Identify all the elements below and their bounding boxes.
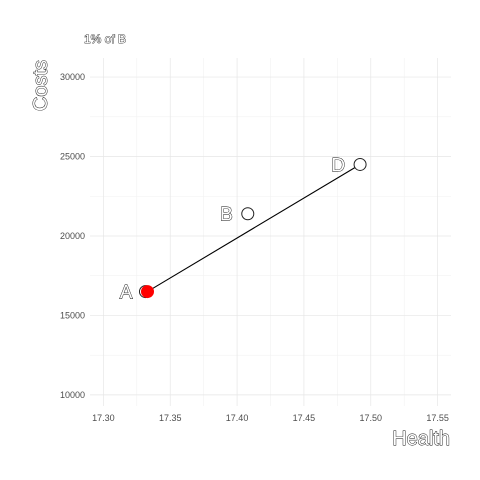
point-d bbox=[353, 157, 367, 171]
point-label-b: B bbox=[220, 205, 233, 226]
frontier-line bbox=[147, 163, 361, 293]
x-axis-label: Health bbox=[392, 428, 450, 450]
frontier-line-group bbox=[147, 163, 361, 293]
x-tick-label: 17.50 bbox=[360, 413, 383, 423]
x-tick-label: 17.45 bbox=[293, 413, 316, 423]
point-label-d: D bbox=[331, 155, 345, 176]
chart-subtitle: 1% of B bbox=[84, 32, 126, 46]
y-tick-label: 25000 bbox=[60, 152, 85, 162]
point-label-a: A bbox=[120, 283, 133, 304]
y-tick-label: 30000 bbox=[60, 72, 85, 82]
point-b bbox=[241, 207, 255, 221]
x-tick-label: 17.40 bbox=[226, 413, 249, 423]
y-tick-label: 10000 bbox=[60, 390, 85, 400]
axes: 17.30 17.35 17.40 17.45 17.50 17.55 10000 15000… bbox=[60, 72, 449, 423]
x-tick-label: 17.55 bbox=[426, 413, 449, 423]
y-tick-label: 15000 bbox=[60, 310, 85, 320]
y-axis-label: Costs bbox=[30, 60, 52, 111]
y-tick-label: 20000 bbox=[60, 231, 85, 241]
point-a bbox=[140, 285, 154, 299]
points-group: A B D bbox=[119, 155, 367, 304]
x-tick-label: 17.30 bbox=[92, 413, 115, 423]
x-tick-label: 17.35 bbox=[159, 413, 182, 423]
grid bbox=[90, 58, 451, 406]
